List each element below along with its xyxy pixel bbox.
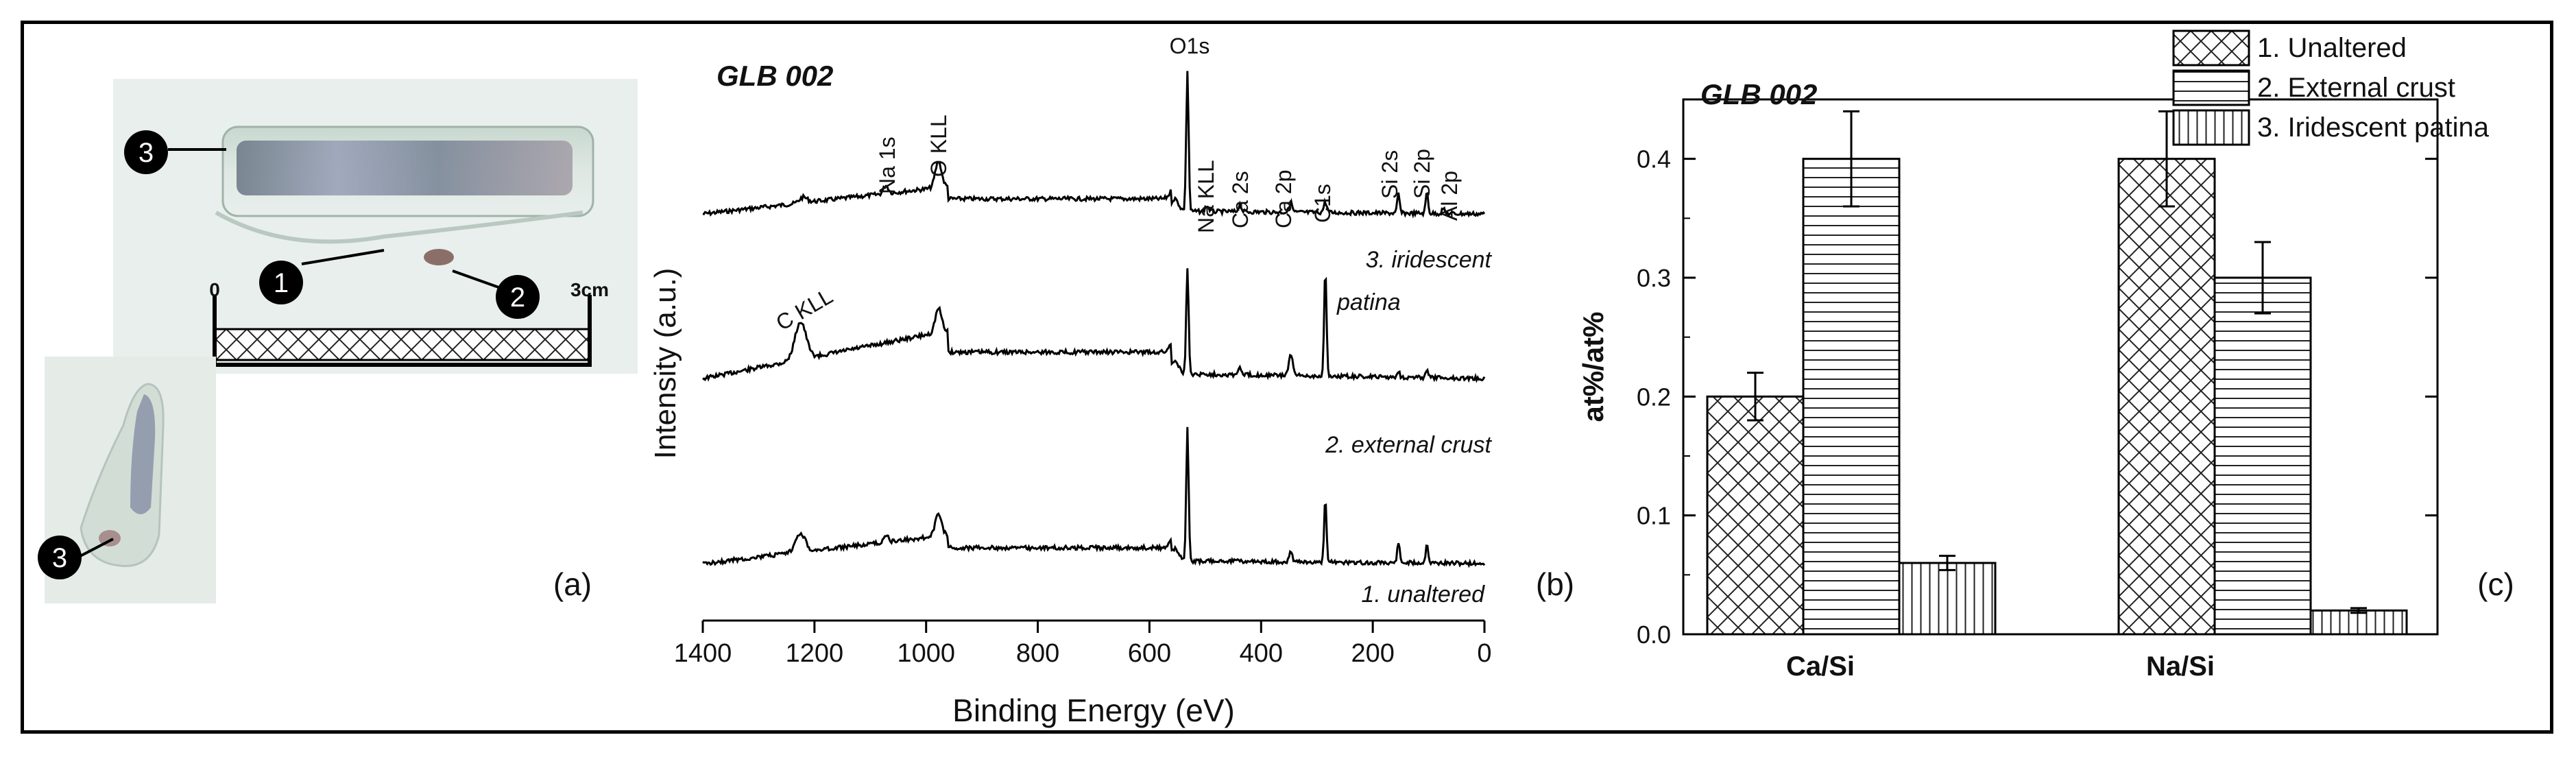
xps-x-tick-label: 1400 [674,639,732,668]
callout-1-label: 1 [274,268,289,298]
bar-plot-area [1682,98,2439,636]
callout-3-top-circle [124,130,168,174]
spectrum-external-crust [702,268,1486,383]
peak-label-oKLL: O KLL [926,115,951,177]
peak-label-si2s: Si 2s [1377,150,1402,199]
bar-y-tick-label: 0.0 [1637,621,1671,649]
peak-label-c1s: C1s [1310,184,1335,223]
patina-side [130,394,156,514]
callout-3-top-label: 3 [139,138,154,168]
bar-marks [1706,110,2408,636]
glass-lower-edge [215,211,583,244]
xps-x-tick-label: 1200 [786,639,844,668]
callout-2-line [452,269,501,289]
xps-x-tick-label: 200 [1351,639,1394,668]
bar [1802,158,1901,636]
bar-category-label: Na/Si [2146,651,2215,682]
bar-legend: 1. Unaltered 2. External crust 3. Iridesce… [2172,29,2490,146]
callout-1-circle [259,261,303,304]
external-crust-spot [424,249,454,265]
callout-3-bottom-line [78,538,114,558]
bar [2213,276,2312,636]
spectrum-label-external-crust: 2. external crust [1325,432,1492,458]
callout-3-bottom-label: 3 [52,543,67,573]
spectrum-unaltered [702,426,1486,568]
panel-b: 1400 1200 1000 800 600 400 200 0 GLB 002 Bindin… [649,34,1574,728]
peak-label-naKLL: Na KLL [1194,160,1218,233]
bar [1706,395,1805,636]
peak-label-na1s: Na 1s [875,136,900,194]
xps-x-tick-label: 400 [1240,639,1283,668]
xps-x-tick-label: 1000 [897,639,955,668]
spectrum-label-patina: patina [1336,289,1401,315]
xps-x-ticks: 1400 1200 1000 800 600 400 200 0 [674,621,1492,668]
panel-a: 0 3cm 3 1 2 3 (a) [38,79,638,603]
bar-y-axis-label: at%/at% [1577,311,1609,422]
callout-2-label: 2 [510,283,525,313]
xps-title: GLB 002 [717,60,833,92]
panel-b-label: (b) [1536,566,1574,602]
panel-c-label: (c) [2477,566,2514,602]
peak-label-al2p: Al 2p [1437,171,1462,221]
spectrum-label-unaltered: 1. unaltered [1361,581,1485,608]
spectrum-iridescent-patina [702,71,1486,219]
xps-x-tick-label: 600 [1128,639,1171,668]
legend-swatch [2172,69,2250,106]
peak-label-o1s: O1s [1170,34,1210,58]
legend-label: 2. External crust [2257,73,2455,103]
spectrum-label-iridescent: 3. iridescent [1366,247,1493,273]
xps-x-tick-label: 0 [1477,639,1491,668]
legend-swatch [2172,109,2250,146]
scale-end-label: 3cm [570,279,609,300]
bar-chart-title: GLB 002 [1700,78,1817,110]
bar-category-label: Ca/Si [1786,651,1855,682]
legend-swatch [2172,29,2250,67]
panel-a-label: (a) [553,566,592,602]
bar [1898,562,1997,636]
bar [2117,158,2216,636]
bar-y-tick-label: 0.3 [1637,264,1671,292]
xps-y-axis-label: Intensity (a.u.) [649,268,682,459]
bar [2309,609,2408,636]
callout-1-line [301,249,385,265]
peak-label-si2p: Si 2p [1410,149,1434,199]
panel-c: 0.0 0.1 0.2 0.3 0.4 Ca/Si Na/Si 1. Unaltered 2… [1577,29,2514,682]
legend-label: 1. Unaltered [2257,33,2407,63]
callout-3-bottom-circle [38,536,82,579]
bar-y-ticks: 0.0 0.1 0.2 0.3 0.4 [1637,145,2437,649]
legend-label: 3. Iridescent patina [2257,112,2490,143]
xps-spectra [702,71,1486,568]
peak-label-ca2p: Ca 2p [1271,170,1296,228]
scale-start-label: 0 [209,279,220,300]
bar-y-tick-label: 0.2 [1637,383,1671,411]
callout-2-circle [496,275,540,319]
xps-x-axis-label: Binding Energy (eV) [952,693,1235,728]
peak-label-ca2s: Ca 2s [1228,171,1253,228]
figure-frame [21,21,2553,734]
xps-x-tick-label: 800 [1016,639,1059,668]
bar-y-tick-label: 0.4 [1637,145,1671,173]
bar-y-tick-label: 0.1 [1637,502,1671,530]
iridescent-patina-area [237,141,573,195]
scale-bar [213,328,591,361]
